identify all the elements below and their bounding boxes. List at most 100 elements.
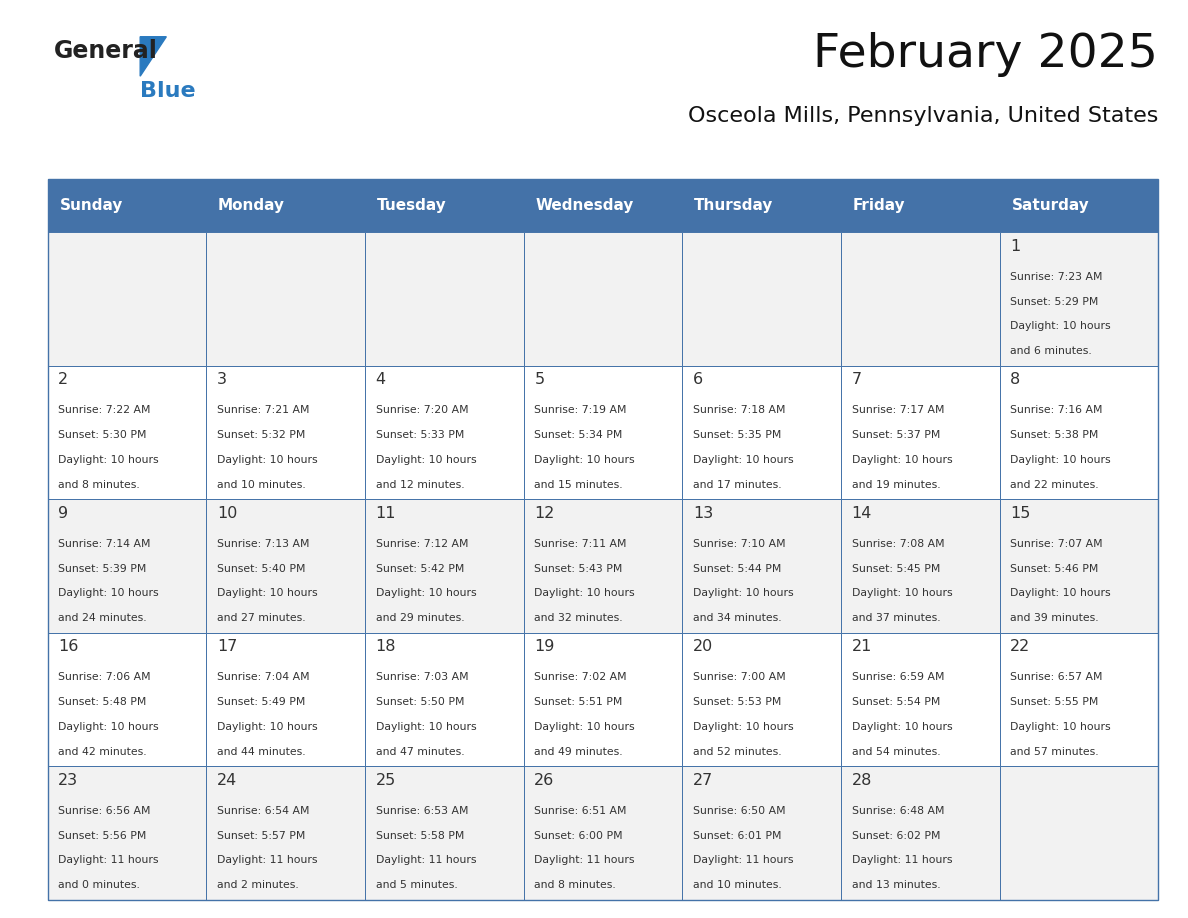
- Text: 8: 8: [1010, 372, 1020, 387]
- Text: 16: 16: [58, 639, 78, 655]
- Text: and 42 minutes.: and 42 minutes.: [58, 746, 147, 756]
- Text: Thursday: Thursday: [694, 198, 773, 213]
- Text: Sunrise: 7:06 AM: Sunrise: 7:06 AM: [58, 673, 151, 682]
- Text: Sunset: 5:34 PM: Sunset: 5:34 PM: [535, 431, 623, 441]
- Text: 18: 18: [375, 639, 396, 655]
- Text: Sunrise: 7:02 AM: Sunrise: 7:02 AM: [535, 673, 627, 682]
- Text: Sunrise: 6:53 AM: Sunrise: 6:53 AM: [375, 806, 468, 816]
- Bar: [524, 499, 682, 633]
- Bar: [524, 365, 682, 499]
- Text: Sunset: 5:30 PM: Sunset: 5:30 PM: [58, 431, 146, 441]
- Text: 6: 6: [693, 372, 703, 387]
- Text: Sunrise: 7:20 AM: Sunrise: 7:20 AM: [375, 406, 468, 416]
- Text: Sunday: Sunday: [59, 198, 122, 213]
- Text: Sunset: 6:01 PM: Sunset: 6:01 PM: [693, 831, 782, 841]
- Text: Sunset: 5:46 PM: Sunset: 5:46 PM: [1010, 564, 1099, 574]
- Bar: [207, 767, 365, 900]
- Text: and 22 minutes.: and 22 minutes.: [1010, 479, 1099, 489]
- Text: Daylight: 10 hours: Daylight: 10 hours: [693, 588, 794, 599]
- Text: Daylight: 10 hours: Daylight: 10 hours: [58, 722, 159, 732]
- Text: 2: 2: [58, 372, 69, 387]
- Bar: [841, 767, 999, 900]
- Text: 19: 19: [535, 639, 555, 655]
- Bar: [841, 365, 999, 499]
- Text: Daylight: 10 hours: Daylight: 10 hours: [535, 722, 634, 732]
- Text: Sunrise: 7:11 AM: Sunrise: 7:11 AM: [535, 539, 627, 549]
- Text: Sunset: 5:56 PM: Sunset: 5:56 PM: [58, 831, 146, 841]
- Text: 26: 26: [535, 773, 555, 788]
- Text: and 52 minutes.: and 52 minutes.: [693, 746, 782, 756]
- Text: 28: 28: [852, 773, 872, 788]
- Text: 13: 13: [693, 506, 713, 521]
- Text: and 49 minutes.: and 49 minutes.: [535, 746, 623, 756]
- Text: and 13 minutes.: and 13 minutes.: [852, 880, 940, 890]
- Text: Osceola Mills, Pennsylvania, United States: Osceola Mills, Pennsylvania, United Stat…: [688, 106, 1158, 126]
- Text: General: General: [53, 39, 157, 62]
- Text: and 8 minutes.: and 8 minutes.: [535, 880, 617, 890]
- Text: Saturday: Saturday: [1011, 198, 1089, 213]
- Bar: [682, 767, 841, 900]
- Text: 4: 4: [375, 372, 386, 387]
- Bar: [365, 365, 524, 499]
- Text: Sunrise: 7:17 AM: Sunrise: 7:17 AM: [852, 406, 944, 416]
- Text: Daylight: 10 hours: Daylight: 10 hours: [375, 588, 476, 599]
- Text: Daylight: 10 hours: Daylight: 10 hours: [58, 455, 159, 465]
- Text: and 54 minutes.: and 54 minutes.: [852, 746, 940, 756]
- Bar: [841, 499, 999, 633]
- Text: Daylight: 10 hours: Daylight: 10 hours: [217, 722, 317, 732]
- Bar: [841, 633, 999, 767]
- Text: Sunset: 5:54 PM: Sunset: 5:54 PM: [852, 697, 940, 707]
- Text: Daylight: 10 hours: Daylight: 10 hours: [852, 588, 953, 599]
- Text: Wednesday: Wednesday: [536, 198, 634, 213]
- Polygon shape: [140, 37, 166, 76]
- Text: Daylight: 10 hours: Daylight: 10 hours: [1010, 588, 1111, 599]
- Text: Sunrise: 7:22 AM: Sunrise: 7:22 AM: [58, 406, 151, 416]
- Text: 12: 12: [535, 506, 555, 521]
- Text: Daylight: 10 hours: Daylight: 10 hours: [1010, 321, 1111, 331]
- Bar: [207, 365, 365, 499]
- Bar: [48, 499, 207, 633]
- Text: Sunrise: 6:51 AM: Sunrise: 6:51 AM: [535, 806, 627, 816]
- Text: Daylight: 10 hours: Daylight: 10 hours: [535, 588, 634, 599]
- Text: 25: 25: [375, 773, 396, 788]
- Text: Sunrise: 6:56 AM: Sunrise: 6:56 AM: [58, 806, 151, 816]
- Text: and 39 minutes.: and 39 minutes.: [1010, 613, 1099, 623]
- Text: Sunrise: 7:12 AM: Sunrise: 7:12 AM: [375, 539, 468, 549]
- Text: and 32 minutes.: and 32 minutes.: [535, 613, 623, 623]
- Text: Sunset: 5:35 PM: Sunset: 5:35 PM: [693, 431, 782, 441]
- Text: 11: 11: [375, 506, 396, 521]
- Text: Daylight: 10 hours: Daylight: 10 hours: [58, 588, 159, 599]
- Text: and 6 minutes.: and 6 minutes.: [1010, 346, 1092, 356]
- Text: Daylight: 10 hours: Daylight: 10 hours: [1010, 455, 1111, 465]
- Bar: [48, 365, 207, 499]
- Text: 21: 21: [852, 639, 872, 655]
- Text: 7: 7: [852, 372, 861, 387]
- Text: Sunset: 5:55 PM: Sunset: 5:55 PM: [1010, 697, 1099, 707]
- Text: 5: 5: [535, 372, 544, 387]
- Text: Sunset: 5:48 PM: Sunset: 5:48 PM: [58, 697, 146, 707]
- Text: and 19 minutes.: and 19 minutes.: [852, 479, 940, 489]
- Text: Sunset: 5:33 PM: Sunset: 5:33 PM: [375, 431, 465, 441]
- Text: Daylight: 10 hours: Daylight: 10 hours: [217, 455, 317, 465]
- Text: Daylight: 11 hours: Daylight: 11 hours: [693, 856, 794, 866]
- Text: Sunset: 5:45 PM: Sunset: 5:45 PM: [852, 564, 940, 574]
- Text: Sunset: 5:51 PM: Sunset: 5:51 PM: [535, 697, 623, 707]
- Text: Daylight: 10 hours: Daylight: 10 hours: [375, 722, 476, 732]
- Text: 22: 22: [1010, 639, 1030, 655]
- Text: Daylight: 11 hours: Daylight: 11 hours: [58, 856, 159, 866]
- Text: Daylight: 11 hours: Daylight: 11 hours: [375, 856, 476, 866]
- Text: and 17 minutes.: and 17 minutes.: [693, 479, 782, 489]
- Text: Daylight: 10 hours: Daylight: 10 hours: [217, 588, 317, 599]
- Text: 14: 14: [852, 506, 872, 521]
- Text: and 2 minutes.: and 2 minutes.: [217, 880, 298, 890]
- Bar: [48, 179, 1158, 900]
- Text: and 34 minutes.: and 34 minutes.: [693, 613, 782, 623]
- Bar: [48, 633, 207, 767]
- Text: Sunrise: 6:50 AM: Sunrise: 6:50 AM: [693, 806, 785, 816]
- Text: and 24 minutes.: and 24 minutes.: [58, 613, 147, 623]
- Text: Sunrise: 7:07 AM: Sunrise: 7:07 AM: [1010, 539, 1102, 549]
- Bar: [682, 633, 841, 767]
- Bar: [682, 499, 841, 633]
- Text: Daylight: 10 hours: Daylight: 10 hours: [693, 455, 794, 465]
- Text: Friday: Friday: [853, 198, 905, 213]
